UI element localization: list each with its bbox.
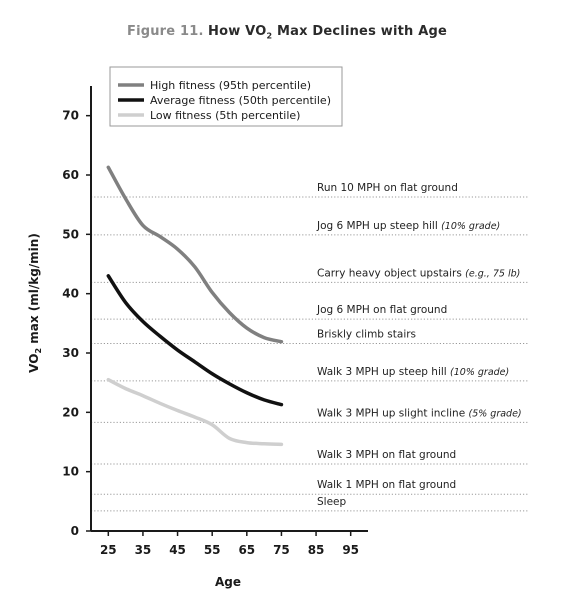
reference-label-note: (e.g., 75 lb)	[465, 268, 520, 279]
title-text-start: How VO	[208, 24, 267, 39]
y-axis-label-end: max (ml/kg/min)	[27, 233, 41, 348]
y-tick-label: 50	[62, 227, 79, 241]
reference-label-text: Carry heavy object upstairs	[317, 267, 465, 279]
reference-label: Walk 3 MPH up steep hill (10% grade)	[317, 366, 509, 378]
title-subscript: 2	[266, 31, 273, 41]
reference-label: Jog 6 MPH on flat ground	[316, 304, 447, 316]
legend-label: Low fitness (5th percentile)	[150, 109, 300, 122]
series-high-fitness	[106, 165, 284, 344]
x-tick-label: 95	[342, 543, 359, 557]
reference-label: Jog 6 MPH up steep hill (10% grade)	[316, 220, 500, 232]
y-axis-label-subscript: 2	[34, 348, 43, 354]
reference-label-note: (5% grade)	[469, 408, 522, 419]
y-tick-label: 40	[62, 287, 79, 301]
y-tick-label: 0	[71, 524, 79, 538]
x-tick-label: 75	[273, 543, 290, 557]
reference-label-text: Walk 3 MPH up slight incline	[317, 407, 469, 419]
reference-label-text: Walk 3 MPH on flat ground	[317, 449, 456, 461]
x-tick-label: 65	[238, 543, 255, 557]
series-average-fitness	[106, 274, 284, 407]
legend-box	[109, 66, 343, 127]
x-tick-label: 35	[135, 543, 152, 557]
x-tick-label: 25	[100, 543, 117, 557]
reference-label: Briskly climb stairs	[317, 329, 416, 341]
reference-label: Walk 1 MPH on flat ground	[317, 479, 456, 491]
legend-label: High fitness (95th percentile)	[150, 79, 311, 92]
x-axis-label: Age	[215, 575, 241, 589]
x-tick-label: 85	[308, 543, 325, 557]
axes	[90, 86, 368, 532]
tick-labels: 0 10 20 30 40 50 60 70 25 35 45 55 65 75 85 95	[62, 109, 359, 557]
reference-label-text: Jog 6 MPH on flat ground	[316, 304, 447, 316]
reference-label-text: Walk 3 MPH up steep hill	[317, 366, 450, 378]
figure-number: Figure 11.	[126, 24, 204, 39]
y-tick-label: 60	[62, 168, 79, 182]
legend-label: Average fitness (50th percentile)	[150, 94, 331, 107]
reference-label-text: Run 10 MPH on flat ground	[317, 182, 458, 194]
legend: High fitness (95th percentile) Average fi…	[109, 66, 343, 127]
reference-label-note: (10% grade)	[450, 367, 509, 378]
reference-label: Carry heavy object upstairs (e.g., 75 lb…	[317, 267, 520, 279]
y-tick-label: 70	[62, 109, 79, 123]
reference-label: Run 10 MPH on flat ground	[317, 182, 458, 194]
reference-label-text: Briskly climb stairs	[317, 329, 416, 341]
y-axis-label-start: VO	[27, 354, 41, 373]
reference-lines: Run 10 MPH on flat ground Jog 6 MPH up st…	[91, 182, 528, 512]
reference-label-text: Sleep	[317, 496, 347, 508]
reference-label-note: (10% grade)	[441, 221, 500, 232]
reference-label-text: Walk 1 MPH on flat ground	[317, 479, 456, 491]
chart-title: Figure 11. How VO2 Max Declines with Age	[0, 24, 574, 41]
y-tick-label: 30	[62, 346, 79, 360]
y-tick-label: 20	[62, 405, 79, 419]
y-tick-label: 10	[62, 465, 79, 479]
x-tick-label: 55	[204, 543, 221, 557]
y-axis-label: VO2 max (ml/kg/min)	[27, 233, 43, 373]
reference-label: Walk 3 MPH on flat ground	[317, 449, 456, 461]
x-tick-label: 45	[169, 543, 186, 557]
reference-label: Sleep	[317, 496, 347, 508]
series-lines	[106, 165, 284, 447]
title-text: How VO2 Max Declines with Age	[208, 24, 447, 41]
series-low-fitness	[106, 377, 284, 447]
reference-label: Walk 3 MPH up slight incline (5% grade)	[317, 407, 522, 419]
reference-label-text: Jog 6 MPH up steep hill	[316, 220, 441, 232]
title-text-end: Max Declines with Age	[272, 24, 447, 39]
